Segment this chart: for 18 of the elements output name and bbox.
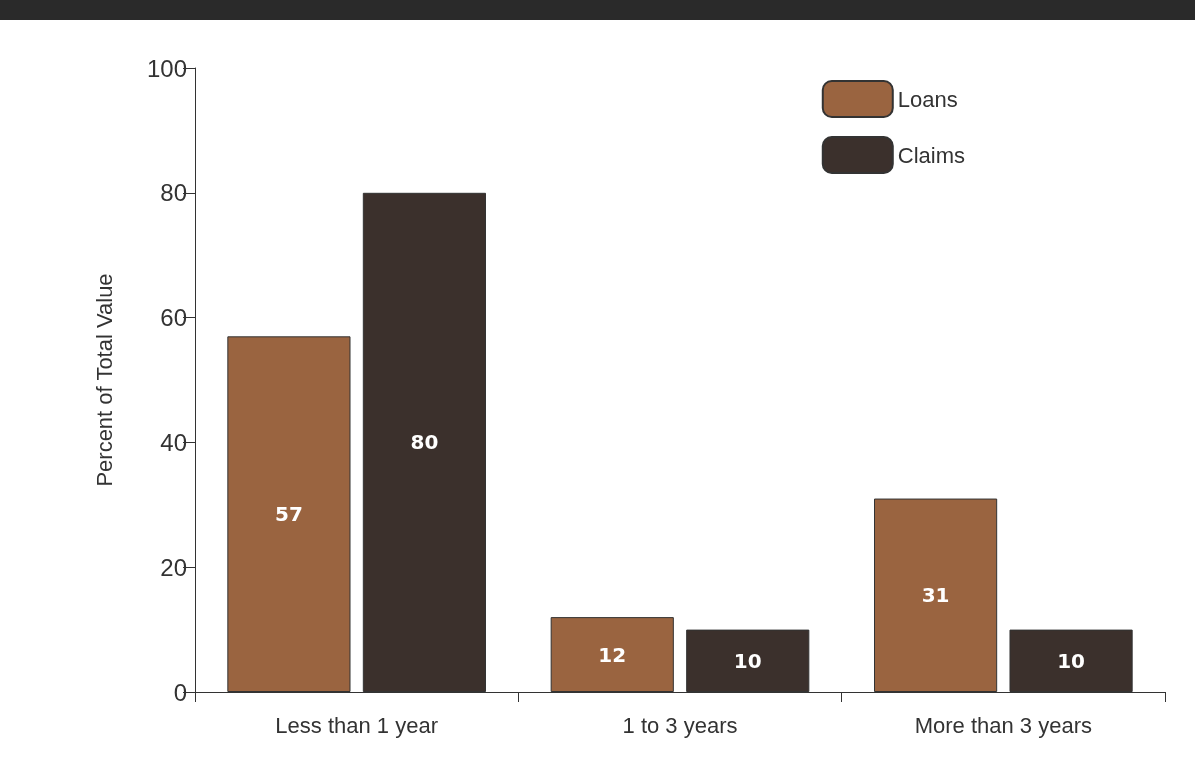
y-tick-label: 40 [160,428,187,456]
x-tick-label: 1 to 3 years [622,712,738,738]
y-tick-label: 0 [173,678,187,706]
y-tick-label: 20 [160,553,187,581]
data-label: 80 [410,430,439,455]
y-tick-label: 80 [160,179,187,207]
data-label: 10 [733,648,762,673]
data-label: 12 [598,642,627,667]
data-label: 31 [921,583,950,608]
y-tick-label: 60 [160,304,187,332]
data-label: 10 [1057,648,1085,673]
legend-label: Loans [897,86,958,112]
legend-label: Claims [897,142,966,168]
y-tick-label: 100 [146,54,187,82]
x-tick-label: Less than 1 year [275,712,438,738]
y-axis-title: Percent of Total Value [91,273,117,487]
x-tick-label: More than 3 years [914,712,1092,738]
data-label: 57 [275,502,303,527]
